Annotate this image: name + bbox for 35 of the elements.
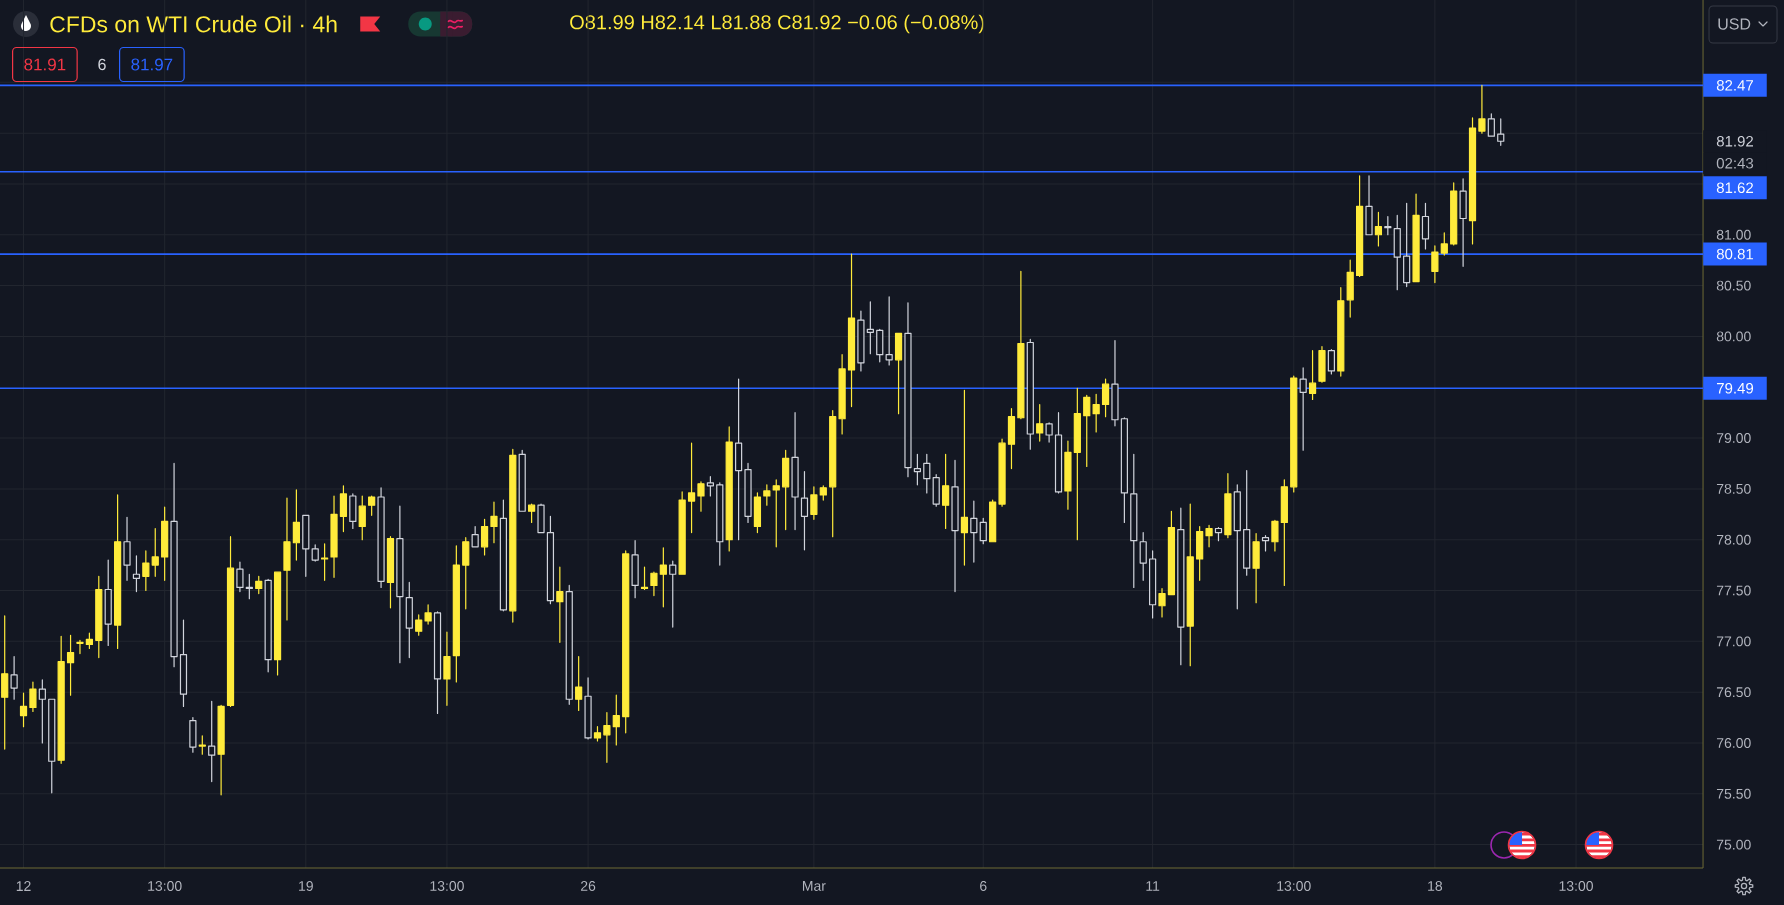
x-tick-label: 13:00	[1277, 881, 1311, 891]
ref-line-label: 79.49	[1716, 382, 1754, 394]
x-tick-label: 18	[1428, 881, 1443, 891]
ref-line-label: 80.81	[1716, 248, 1754, 260]
x-tick-label: Mar	[802, 881, 826, 891]
y-tick-label: 76.00	[1716, 738, 1751, 748]
text: O81.99 H82.14 L81.88 C81.92 −0.06 (−0.08%)	[570, 14, 984, 34]
y-tick-label: 80.00	[1716, 331, 1751, 342]
x-tick-label: 6	[980, 881, 987, 891]
x-tick-label: 12	[16, 881, 31, 891]
x-tick-label: 19	[299, 881, 313, 891]
annotation: 81.91	[24, 58, 66, 71]
y-tick-label: 77.50	[1716, 585, 1751, 596]
y-tick-label: 75.00	[1716, 839, 1751, 850]
ref-line-label: 81.62	[1716, 182, 1754, 194]
y-tick-label: 81.00	[1716, 229, 1751, 240]
text: USD	[1718, 18, 1751, 30]
annotation: 81.97	[131, 58, 173, 71]
x-tick-label: 13:00	[1559, 881, 1593, 891]
y-tick-label: 78.00	[1716, 534, 1751, 545]
x-tick-label: 11	[1146, 881, 1160, 891]
text: CFDs on WTI Crude Oil · 4h	[50, 15, 337, 33]
x-tick-label: 13:00	[148, 881, 182, 891]
y-tick-label: 78.50	[1716, 483, 1751, 494]
y-tick-label: 75.50	[1716, 788, 1751, 799]
ref-line-label: 82.47	[1716, 80, 1754, 91]
y-tick-label: 76.50	[1716, 687, 1751, 698]
x-tick-label: 13:00	[430, 881, 464, 891]
y-tick-label: 79.00	[1716, 433, 1751, 444]
text: 81.92	[1716, 135, 1754, 147]
y-tick-label: 77.00	[1716, 636, 1751, 647]
y-tick-label: 80.50	[1716, 280, 1751, 291]
text: 02:43	[1716, 157, 1754, 169]
annotation: 6	[98, 58, 106, 71]
x-tick-label: 26	[580, 881, 596, 891]
